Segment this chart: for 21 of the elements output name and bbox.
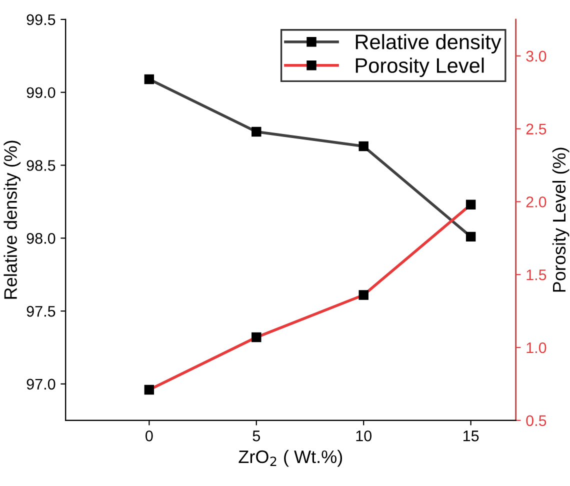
y2-tick-label: 1.0 [526,342,546,354]
x-tick-label: 5 [252,430,260,442]
y-tick-label: 98.0 [26,233,56,244]
y2-tick-label: 2.5 [526,124,546,134]
y-tick-label: 97.5 [26,306,56,317]
x-axis-title: ZrO$_{2}$ ( Wt.%) [238,450,342,467]
y-tick-label: 99.0 [26,87,56,98]
y-tick-label: 98.5 [26,160,56,171]
y-tick-label: 99.5 [26,14,56,26]
legend-label: Relative density [356,34,502,54]
y2-axis-title: Porosity Level (%) [552,148,570,292]
y2-tick-label: 0.5 [526,415,546,426]
x-tick-label: 0 [146,430,153,442]
y2-tick-label: 1.5 [526,270,546,280]
y-tick-label: 97.0 [26,378,56,390]
y-axis-title: Relative density (%) [4,140,21,299]
y2-tick-label: 2.0 [526,196,546,208]
x-tick-label: 15 [463,430,479,442]
y2-tick-label: 3.0 [526,50,546,62]
x-tick-label: 10 [356,430,372,442]
legend-label: Porosity Level [356,58,484,78]
